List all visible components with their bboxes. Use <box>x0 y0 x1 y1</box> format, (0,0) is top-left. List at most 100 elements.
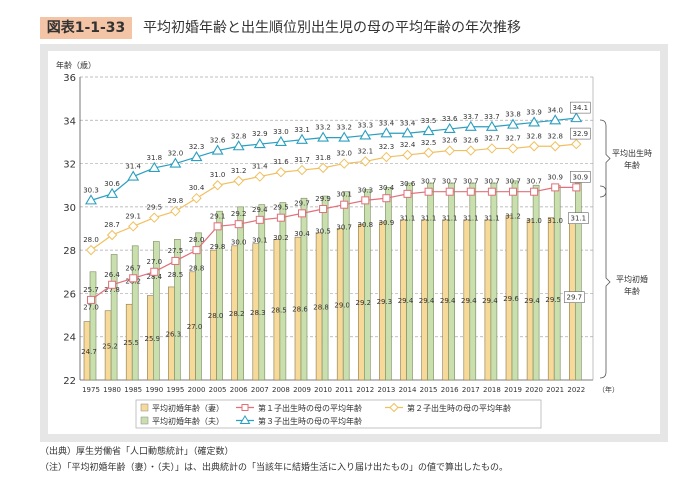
bar-husband-label: 31.1 <box>400 215 416 223</box>
bar-husband-label-box <box>567 212 589 224</box>
marker-diamond <box>149 212 160 223</box>
line-square-label: 29.2 <box>231 210 247 218</box>
marker-triangle <box>443 122 456 133</box>
marker-square <box>276 213 285 222</box>
marker-diamond <box>423 147 434 158</box>
bar-husband <box>195 232 202 381</box>
line-diamond-label: 29.1 <box>125 212 141 220</box>
line-diamond-label: 32.6 <box>442 137 458 145</box>
x-tick-label: 2015 <box>420 386 438 394</box>
bar-husband-label: 31.0 <box>547 217 563 225</box>
bar-wife-label: 29.4 <box>524 297 540 305</box>
marker-square <box>150 267 159 276</box>
line-square-label: 28.0 <box>189 236 205 244</box>
bar-husband-label: 31.1 <box>571 215 587 223</box>
marker-diamond <box>338 158 350 169</box>
marker-square <box>361 196 370 205</box>
marker-square <box>530 187 539 196</box>
marker-square <box>87 295 95 304</box>
line-square-label: 27.0 <box>147 258 163 266</box>
bar-husband-label: 31.2 <box>505 213 521 221</box>
line-diamond-label: 32.5 <box>421 139 437 147</box>
figure-title: 平均初婚年齢と出生順位別出生児の母の平均年齢の年次推移 <box>143 20 521 36</box>
x-tick-label: 2020 <box>525 386 543 394</box>
legend-marker-triangle <box>239 415 251 424</box>
bar-husband <box>427 182 434 381</box>
marker-square <box>466 187 475 196</box>
bar-wife-label: 25.5 <box>123 339 139 347</box>
line-diamond-label: 32.7 <box>484 134 500 142</box>
legend-label: 平均初婚年齢（夫） <box>152 416 224 426</box>
marker-diamond <box>212 180 223 191</box>
marker-diamond <box>528 141 540 152</box>
bar-husband <box>553 184 561 381</box>
annotation-label: 平均初婚 <box>616 274 648 284</box>
marker-diamond <box>191 192 202 204</box>
bar-wife-label: 28.6 <box>292 306 308 314</box>
bar-husband-label: 31.0 <box>526 217 542 225</box>
marker-square <box>108 280 117 289</box>
legend-swatch <box>140 403 149 412</box>
marker-square <box>319 205 328 214</box>
marker-square <box>255 215 264 224</box>
y-tick-label: 32 <box>63 160 76 171</box>
bar-husband <box>216 210 223 381</box>
bar-husband <box>258 204 266 381</box>
y-tick-label: 26 <box>63 289 76 300</box>
line-triangle-label: 34.0 <box>547 106 563 114</box>
marker-triangle <box>401 127 414 138</box>
bar-wife-label: 27.0 <box>187 323 203 331</box>
line-square-label: 30.7 <box>442 178 458 186</box>
line-diamond-label: 28.7 <box>104 221 120 229</box>
legend-label: 第３子出生時の母の平均年齢 <box>258 416 362 426</box>
marker-square <box>382 194 391 203</box>
marker-square <box>171 256 180 265</box>
marker-square <box>572 183 581 192</box>
bar-husband-label: 30.1 <box>252 236 268 244</box>
marker-triangle <box>528 116 541 127</box>
x-tick-label: 2010 <box>314 386 332 394</box>
bar-husband <box>448 182 456 381</box>
x-tick-label: 2009 <box>293 386 311 394</box>
line-diamond-label: 29.5 <box>147 204 163 212</box>
marker-triangle <box>190 150 203 162</box>
line-triangle-label: 34.1 <box>573 104 589 112</box>
line-square-label-box <box>569 171 591 183</box>
bar-husband-label: 27.0 <box>83 303 99 311</box>
marker-diamond <box>444 145 455 156</box>
bar-husband-label: 30.5 <box>315 228 331 236</box>
line-triangle <box>90 117 577 201</box>
bar-wife-label: 29.6 <box>503 295 519 303</box>
line-diamond-label: 28.0 <box>83 236 99 244</box>
marker-triangle <box>359 129 372 140</box>
line-square-label: 26.4 <box>104 271 120 279</box>
line-diamond <box>90 143 577 251</box>
line-triangle-label: 33.9 <box>526 108 542 116</box>
bar-husband <box>490 182 498 381</box>
marker-diamond <box>549 141 561 152</box>
line-triangle-label: 31.8 <box>147 154 163 162</box>
line-square-label: 30.4 <box>379 184 395 192</box>
bar-wife-label: 29.4 <box>398 297 414 305</box>
bar-husband-label: 28.4 <box>147 273 163 281</box>
line-triangle-label: 33.2 <box>315 124 331 132</box>
bar-husband <box>469 182 477 381</box>
x-tick-label: 1985 <box>124 386 142 394</box>
marker-triangle <box>85 194 97 205</box>
bar-wife-label: 29.4 <box>419 297 435 305</box>
x-unit-label: （年） <box>598 385 619 394</box>
marker-square <box>424 187 433 196</box>
line-square-label: 26.7 <box>125 264 141 272</box>
x-tick-label: 2021 <box>546 386 564 394</box>
x-tick-label: 1990 <box>145 386 163 394</box>
marker-diamond <box>317 162 329 174</box>
bar-husband <box>279 202 287 381</box>
bar-husband-label: 30.0 <box>231 238 247 246</box>
x-tick-label: 2007 <box>251 386 269 394</box>
marker-triangle <box>338 131 351 142</box>
line-square-label: 30.1 <box>336 191 352 199</box>
line-triangle-label: 32.8 <box>231 132 247 140</box>
marker-diamond <box>106 229 118 241</box>
